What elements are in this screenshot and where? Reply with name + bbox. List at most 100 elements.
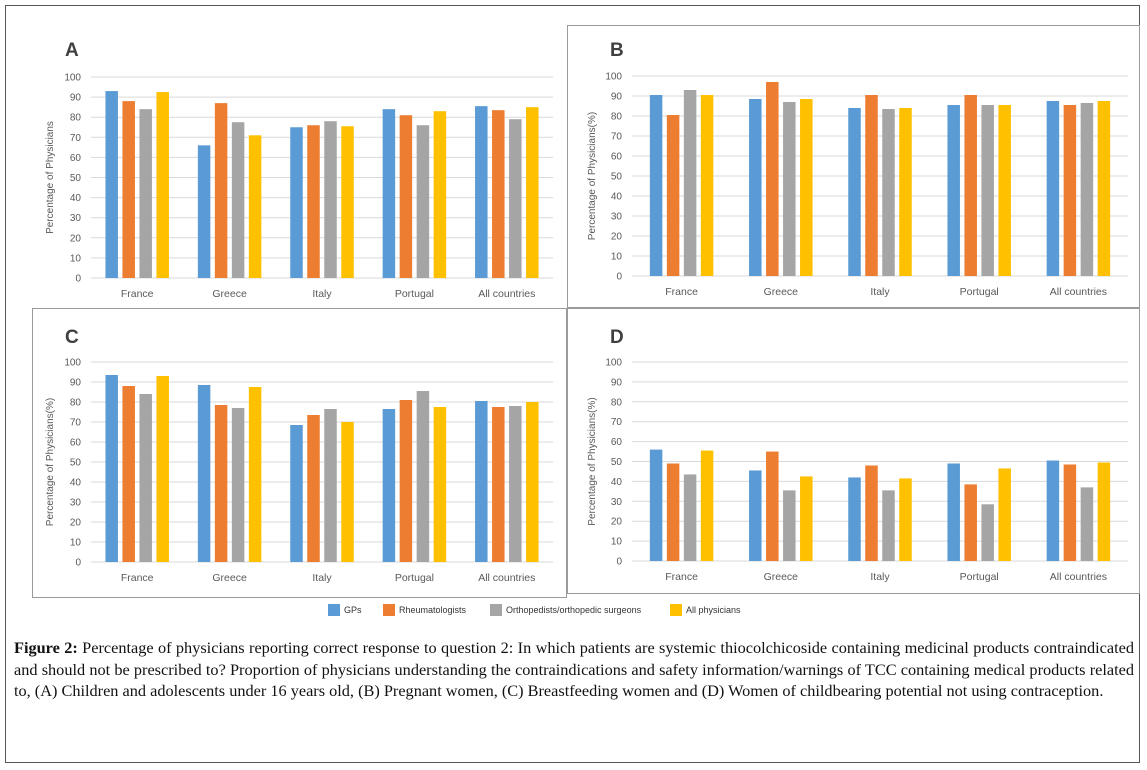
legend-label-all-physicians: All physicians [686, 605, 741, 615]
chart-c-y-tick-label: 70 [70, 418, 82, 429]
chart-d-y-tick-label: 0 [616, 557, 622, 568]
chart-b-bar [1080, 103, 1094, 276]
chart-c-bar [248, 387, 262, 562]
chart-b-y-tick-label: 0 [616, 272, 622, 283]
chart-a-bar [382, 109, 396, 278]
chart-a-y-tick-label: 30 [70, 213, 82, 224]
chart-panel-b: B 0 10 20 30 40 50 60 70 80 90 100 Percentage of Phy… [567, 25, 1140, 308]
chart-d-bar [865, 465, 878, 561]
chart-b-bar [1097, 101, 1111, 276]
chart-c-bar [399, 400, 413, 562]
chart-a-bar [399, 115, 413, 278]
chart-b-y-tick-label: 20 [611, 232, 623, 243]
chart-a-x-tick-label: France [121, 288, 154, 300]
chart-b-bar [666, 115, 680, 276]
chart-d-y-tick-label: 80 [611, 397, 623, 408]
chart-b-bar [981, 105, 994, 276]
legend-item-gps: GPs [328, 600, 362, 620]
chart-d-bar [800, 476, 813, 561]
chart-b-y-tick-label: 90 [611, 92, 623, 103]
chart-d-svg: D 0 10 20 30 40 50 60 70 80 90 100 Percentage of Phy… [587, 327, 1128, 583]
chart-b-x-tick-label: Portugal [960, 286, 999, 298]
chart-d-bar [666, 463, 680, 561]
chart-a-y-tick-label: 10 [70, 253, 82, 264]
chart-d-bar [649, 449, 663, 561]
chart-a-x-tick-label: All countries [478, 288, 535, 300]
chart-a-y-tick-label: 0 [75, 274, 81, 285]
chart-a-bar [475, 106, 488, 279]
chart-d-y-tick-label: 30 [611, 497, 623, 508]
chart-a-bar [248, 135, 262, 278]
chart-c-bar [475, 401, 488, 562]
chart-d-y-tick-label: 90 [611, 377, 623, 388]
chart-b-y-tick-label: 70 [611, 132, 623, 143]
chart-b-bar [865, 95, 878, 276]
chart-a-bar [122, 101, 135, 279]
chart-a-bar [156, 92, 169, 278]
chart-d-y-tick-label: 100 [605, 358, 622, 369]
legend-item-rheumatologists: Rheumatologists [383, 600, 466, 620]
chart-b-y-tick-label: 30 [611, 212, 623, 223]
chart-b-bar [700, 95, 714, 276]
chart-c-bar [290, 425, 303, 562]
chart-d-panel-label: D [610, 327, 624, 348]
chart-legend: GPs Rheumatologists Orthopedists/orthope… [0, 600, 1147, 620]
figure-caption: Figure 2: Percentage of physicians repor… [14, 637, 1134, 702]
chart-b-bar [1063, 105, 1077, 276]
chart-c-bar [214, 405, 228, 562]
chart-c-x-tick-label: France [121, 572, 154, 584]
chart-c-x-tick-label: Greece [212, 572, 247, 584]
chart-b-bar [998, 105, 1011, 276]
chart-a-bar [139, 109, 152, 278]
chart-c-panel-label: C [65, 327, 79, 348]
chart-a-bar [341, 126, 354, 279]
chart-a-bar [307, 125, 320, 279]
chart-d-bar [1080, 487, 1094, 561]
chart-d-y-tick-label: 10 [611, 537, 623, 548]
chart-a-panel-label: A [65, 40, 79, 61]
chart-b-x-tick-label: Italy [870, 286, 890, 298]
chart-c-y-tick-label: 80 [70, 398, 82, 409]
chart-a-bar [509, 119, 522, 279]
chart-c-bar [492, 407, 505, 562]
chart-a-x-tick-label: Italy [312, 288, 332, 300]
chart-b-x-tick-label: France [665, 286, 698, 298]
chart-a-y-tick-label: 90 [70, 93, 82, 104]
chart-d-bar [848, 477, 861, 561]
chart-d-bar [683, 474, 697, 561]
chart-b-bar [649, 95, 663, 276]
legend-swatch-rheumatologists [383, 604, 395, 616]
chart-c-bar [105, 375, 118, 562]
legend-swatch-gps [328, 604, 340, 616]
chart-a-bar [433, 111, 447, 278]
chart-d-y-tick-label: 50 [611, 457, 623, 468]
chart-d-bar [899, 478, 912, 561]
chart-a-y-tick-label: 40 [70, 193, 82, 204]
chart-b-x-tick-label: Greece [764, 286, 799, 298]
chart-c-svg: C 0 10 20 30 40 50 60 70 80 90 100 Percentage of Phy… [45, 327, 553, 584]
chart-d-bar [1097, 462, 1111, 561]
chart-b-bar [882, 109, 895, 276]
chart-b-y-tick-label: 80 [611, 112, 623, 123]
chart-c-bar [382, 409, 396, 562]
chart-a-bar [105, 91, 118, 278]
chart-d-bar [998, 468, 1011, 561]
chart-b-y-axis-label: Percentage of Physicians(%) [587, 112, 598, 240]
chart-a-bar [290, 127, 303, 278]
chart-c-y-tick-label: 30 [70, 498, 82, 509]
chart-d-x-tick-label: Portugal [960, 571, 999, 583]
chart-c-bar [526, 402, 539, 562]
chart-d-bar [766, 451, 779, 561]
legend-label-rheumatologists: Rheumatologists [399, 605, 467, 615]
chart-a-x-tick-label: Greece [212, 288, 247, 300]
chart-c-x-tick-label: Portugal [395, 572, 434, 584]
chart-b-bar [848, 108, 861, 276]
legend-swatch-orthopedists [490, 604, 502, 616]
chart-a-y-tick-label: 70 [70, 133, 82, 144]
chart-d-bar [947, 463, 960, 561]
chart-c-y-tick-label: 60 [70, 438, 82, 449]
chart-c-y-axis-label: Percentage of Physicians(%) [45, 398, 56, 526]
chart-d-bar [749, 470, 762, 561]
chart-a-bar [526, 107, 539, 279]
chart-d-x-tick-label: All countries [1050, 571, 1107, 583]
